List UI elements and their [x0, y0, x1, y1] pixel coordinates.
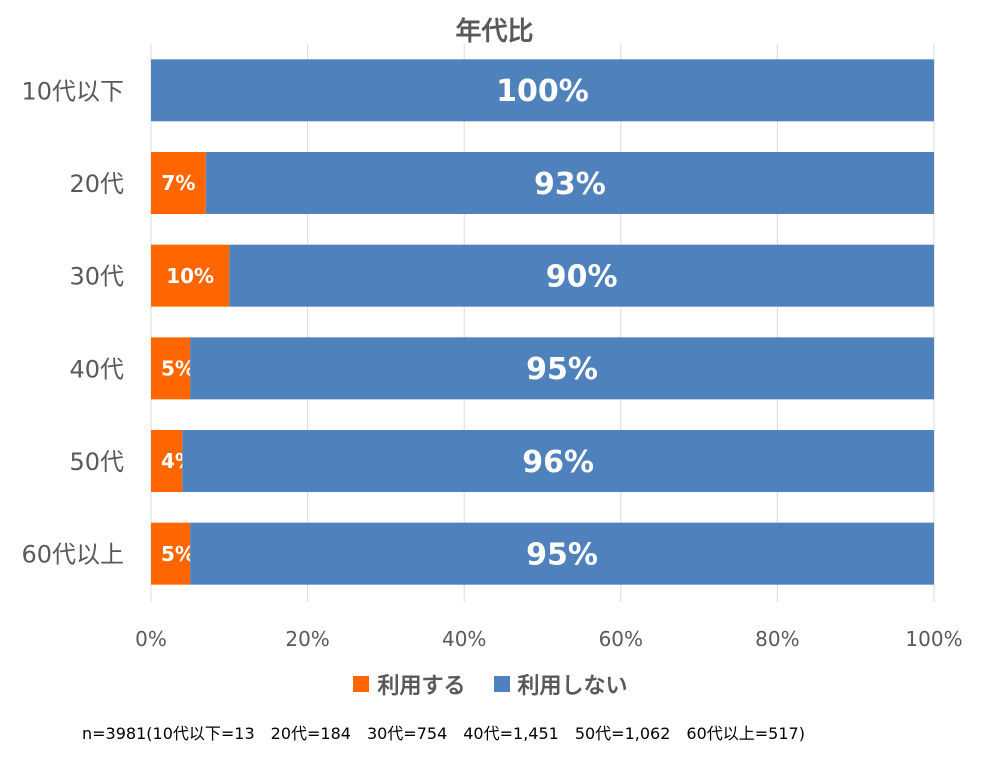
legend-item-use: 利用する [353, 668, 466, 700]
category-label: 10代以下 [21, 77, 124, 105]
x-tick-label: 40% [442, 627, 486, 651]
x-tick-label: 0% [135, 627, 167, 651]
category-label: 50代 [69, 448, 124, 476]
bar-segment-not-use [190, 522, 934, 585]
data-label-not-use: 95% [526, 352, 598, 387]
legend-swatch-use [353, 676, 370, 692]
bar-segment-not-use [151, 59, 934, 122]
data-label-use: 7% [161, 171, 195, 195]
bar-segment-use [151, 244, 230, 307]
bar-segment-use [151, 152, 206, 214]
legend-item-not-use: 利用しない [493, 668, 628, 700]
data-label-use: 5% [161, 357, 195, 381]
bar-segment-use [151, 337, 191, 400]
bar-segment-not-use [229, 244, 935, 307]
bar-segment-not-use [182, 430, 934, 492]
data-label-not-use: 90% [546, 259, 618, 294]
chart-title: 年代比 [455, 16, 533, 47]
bar-segment-not-use [190, 337, 934, 400]
bar-segment-use [151, 522, 191, 585]
bar-segment-use [151, 430, 183, 492]
x-tick-label: 60% [599, 627, 643, 651]
bar-segment-not-use [205, 152, 934, 214]
data-label-use: 5% [161, 542, 195, 566]
category-label: 30代 [69, 263, 124, 291]
category-label: 60代以上 [21, 541, 124, 569]
data-label-not-use: 96% [522, 445, 594, 480]
legend-label-not-use: 利用しない [517, 674, 628, 699]
x-tick-label: 80% [755, 627, 799, 651]
data-label-not-use: 95% [526, 537, 598, 572]
legend: 利用する 利用しない [0, 668, 981, 700]
data-label-use: 10% [166, 264, 214, 288]
x-tick-label: 100% [905, 627, 962, 651]
category-label: 20代 [69, 170, 124, 198]
data-label-not-use: 93% [534, 167, 606, 202]
category-label: 40代 [69, 355, 124, 383]
legend-label-use: 利用する [377, 674, 466, 699]
x-tick-label: 20% [285, 627, 329, 651]
sample-size-footnote: n=3981(10代以下=13 20代=184 30代=754 40代=1,45… [82, 724, 805, 743]
data-label-not-use: 100% [496, 74, 589, 109]
legend-swatch-not-use [493, 676, 510, 692]
